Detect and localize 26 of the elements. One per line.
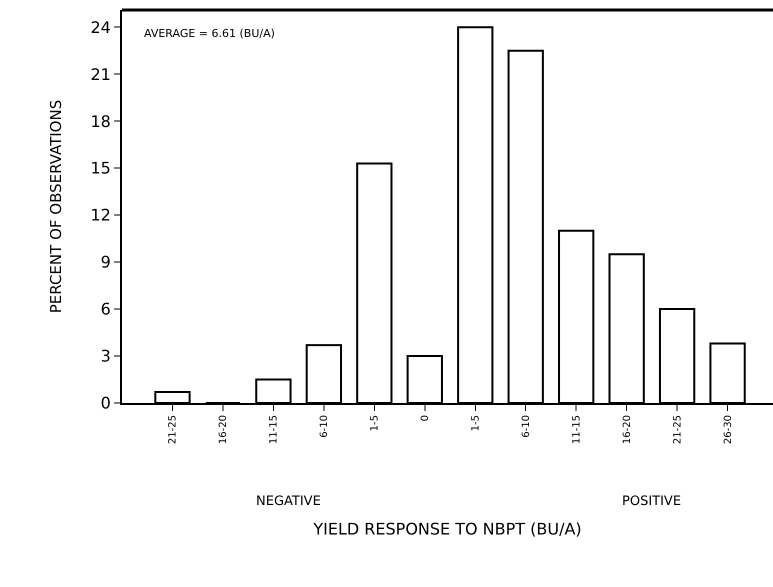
x-tick-label: 21-25 (168, 415, 179, 444)
x-tick-label: 21-25 (672, 415, 684, 444)
x-axis-title: YIELD RESPONSE TO NBPT (BU/A) (312, 519, 582, 538)
x-tick-label: 16-20 (622, 415, 633, 444)
x-tick-label: 6-10 (520, 415, 532, 438)
y-tick-label: 24 (90, 18, 111, 37)
y-tick-label: 18 (90, 112, 111, 131)
text: NEGATIVE (256, 494, 321, 509)
text: POSITIVE (622, 494, 682, 509)
y-axis-title: PERCENT OF OBSERVATIONS (47, 100, 66, 314)
x-tick-label: 11-15 (268, 415, 280, 444)
x-tick-label: 0 (420, 415, 432, 422)
y-tick-label: 12 (90, 206, 111, 225)
x-tick-label: 1-5 (470, 415, 482, 432)
annotation: AVERAGE = 6.61 (BU/A) (144, 27, 275, 40)
y-tick-label: 3 (100, 346, 111, 366)
x-tick-label: 16-20 (218, 415, 230, 444)
y-tick-label: 21 (90, 64, 111, 84)
x-tick-label: 11-15 (571, 415, 582, 444)
x-tick-label: 6-10 (319, 415, 330, 438)
x-tick-label: 26-30 (722, 415, 734, 444)
y-tick-label: 9 (100, 252, 111, 272)
x-tick-label: 1-5 (370, 415, 381, 432)
y-tick-label: 15 (90, 158, 111, 178)
y-tick-label: 0 (100, 394, 111, 413)
y-tick-label: 6 (100, 300, 111, 319)
